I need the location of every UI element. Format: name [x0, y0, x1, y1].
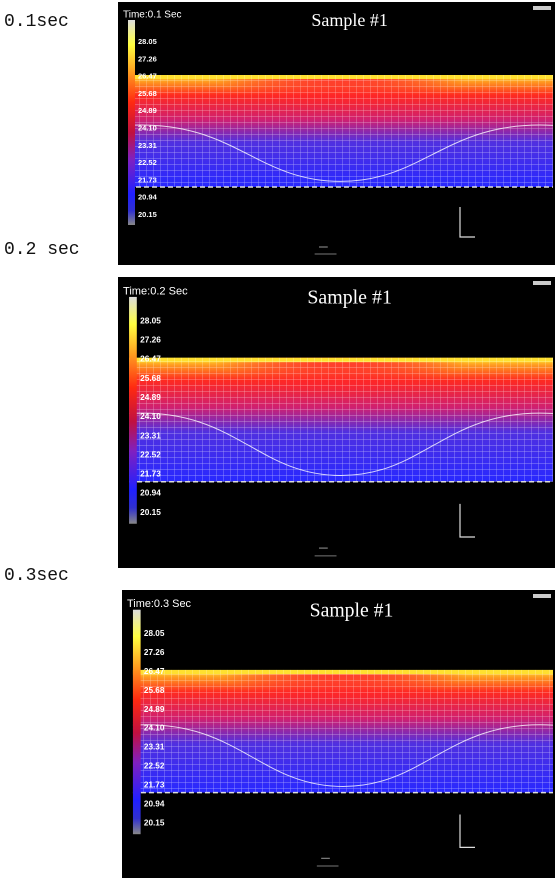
- mesh-grid: [129, 357, 553, 482]
- colorbar-label: 20.15: [138, 210, 157, 219]
- colorbar-label: 24.10: [138, 123, 157, 132]
- colorbar-label: 23.31: [144, 743, 165, 752]
- view-title: Sample #1: [310, 599, 394, 621]
- colorbar-label: 24.89: [138, 106, 157, 115]
- colorbar-label: 25.68: [140, 373, 161, 383]
- corner-logo: [533, 6, 551, 10]
- simulation-view: 28.05 27.26 26.47 25.68 24.89 24.10 23.31 22.52…: [118, 2, 555, 265]
- colorbar-label: 28.05: [144, 629, 165, 638]
- colorbar-label: 25.68: [144, 686, 165, 695]
- corner-logo: [533, 594, 551, 598]
- time-stamp: Time:0.3 Sec: [127, 598, 192, 610]
- time-stamp: Time:0.1 Sec: [123, 10, 182, 21]
- colorbar-label: 23.31: [140, 430, 161, 440]
- contour: [127, 124, 554, 182]
- colorbar-label: 21.73: [138, 175, 157, 184]
- colorbar-label: 20.15: [140, 507, 161, 517]
- colorbar-label: 24.10: [140, 411, 161, 421]
- colorbar-label: 20.94: [144, 799, 165, 808]
- colorbar-label: 28.05: [140, 315, 161, 325]
- colorbar-label: 21.73: [140, 469, 161, 479]
- time-label: 0.3sec: [4, 566, 69, 586]
- simulation-view: 28.05 27.26 26.47 25.68 24.89 24.10 23.31 22.52…: [122, 590, 555, 878]
- colorbar-label: 27.26: [138, 54, 157, 63]
- time-label: 0.2 sec: [4, 240, 80, 260]
- colorbar-label: 22.52: [144, 762, 165, 771]
- colorbar-label: 28.05: [138, 37, 157, 46]
- colorbar-label: 27.26: [144, 648, 165, 657]
- colorbar-label: 20.94: [138, 193, 158, 202]
- colorbar-label: 23.31: [138, 141, 157, 150]
- view-title: Sample #1: [307, 287, 392, 309]
- colorbar-label: 26.47: [138, 72, 157, 81]
- colorbar-label: 24.89: [140, 392, 161, 402]
- colorbar-label: 27.26: [140, 335, 161, 345]
- time-stamp: Time:0.2 Sec: [123, 285, 188, 297]
- axis-triad: [459, 814, 475, 848]
- axis-triad: [459, 207, 475, 238]
- colorbar-label: 26.47: [144, 667, 165, 676]
- colorbar: [128, 20, 135, 225]
- simulation-view: 28.05 27.26 26.47 25.68 24.89 24.10 23.31 22.52…: [118, 277, 555, 568]
- colorbar-label: 22.52: [140, 449, 161, 459]
- contour: [129, 412, 554, 477]
- corner-logo: [533, 281, 551, 285]
- mesh-grid: [128, 75, 553, 187]
- time-label: 0.1sec: [4, 12, 69, 32]
- axis-triad: [459, 503, 475, 538]
- mesh-grid: [132, 669, 554, 793]
- colorbar: [132, 609, 141, 835]
- colorbar-label: 20.94: [140, 488, 161, 498]
- colorbar: [129, 296, 137, 524]
- view-title: Sample #1: [311, 10, 388, 30]
- colorbar-label: 21.73: [144, 781, 165, 790]
- contour: [132, 724, 554, 787]
- colorbar-label: 22.52: [138, 158, 157, 167]
- colorbar-label: 25.68: [138, 89, 157, 98]
- colorbar-label: 24.89: [144, 705, 165, 714]
- colorbar-label: 24.10: [144, 724, 165, 733]
- colorbar-label: 26.47: [140, 354, 161, 364]
- view-canvas: 28.05 27.26 26.47 25.68 24.89 24.10 23.31 22.52…: [127, 594, 554, 867]
- colorbar-label: 20.15: [144, 818, 165, 827]
- view-canvas: 28.05 27.26 26.47 25.68 24.89 24.10 23.31 22.52…: [123, 281, 554, 557]
- view-canvas: 28.05 27.26 26.47 25.68 24.89 24.10 23.31 22.52…: [123, 6, 554, 255]
